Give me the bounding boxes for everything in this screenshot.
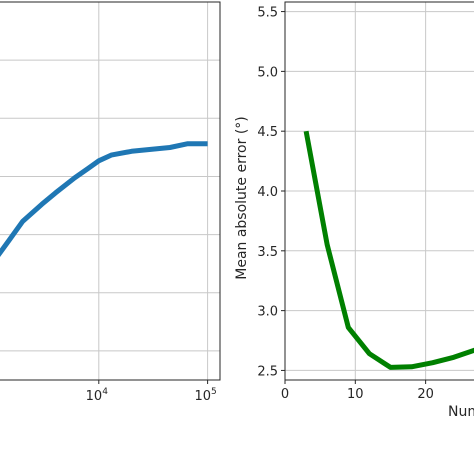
right-y-tick-label: 3.0 [257,305,278,320]
right-x-tick-label: 20 [417,387,434,402]
right-chart: 0 10 20 2.5 3.0 3.5 4.0 4.5 5.0 5.5 Mean absolut… [234,1,474,420]
right-x-tick-label: 0 [281,387,289,402]
right-y-tick-label: 2.5 [257,364,278,379]
right-x-axis-label: Num [448,404,474,420]
left-chart: 3104105 [0,1,221,404]
right-y-axis-label: Mean absolute error (°) [234,116,250,280]
right-y-tick-label: 4.0 [257,185,278,200]
right-y-tick-label: 5.5 [257,6,278,21]
left-gridlines [0,2,220,380]
left-x-tick-labels: 3104105 [86,380,217,404]
left-series-line [0,141,208,258]
left-series-group [0,141,208,258]
left-plot-frame [0,1,221,381]
right-gridlines [284,2,474,380]
left-x-tick-label: 105 [194,387,216,404]
right-series-group [303,130,474,370]
left-x-tick-label: 104 [86,387,109,404]
right-x-tick-labels: 0 10 20 [281,380,434,402]
right-x-tick-label: 10 [347,387,364,402]
right-y-tick-label: 3.5 [257,245,278,260]
right-series-line [303,130,474,370]
right-y-tick-labels: 2.5 3.0 3.5 4.0 4.5 5.0 5.5 [257,6,285,379]
right-y-tick-label: 4.5 [257,125,278,140]
right-y-tick-label: 5.0 [257,65,278,80]
